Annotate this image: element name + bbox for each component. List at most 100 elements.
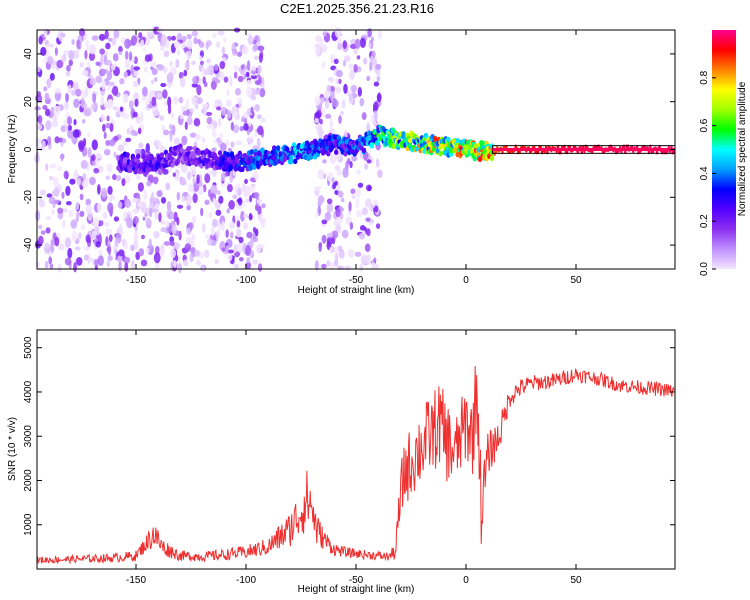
spectrogram-cell — [321, 219, 328, 225]
spectrogram-cell — [253, 88, 261, 95]
spectrogram-cell — [170, 162, 175, 168]
spectrogram-cell — [401, 131, 406, 137]
spectrogram-cell — [91, 139, 98, 151]
spectrogram-cell — [72, 82, 78, 90]
spectrogram-cell — [38, 235, 44, 246]
spectrogram-cell — [233, 124, 239, 134]
spectrogram-cell — [236, 228, 241, 238]
spectrogram-cell — [61, 138, 67, 144]
spectrogram-cell — [374, 140, 380, 146]
spectrogram-cell — [118, 45, 123, 53]
spectrogram-cell — [145, 35, 151, 47]
spectrogram-cell — [156, 140, 162, 148]
spectrogram-cell — [176, 216, 180, 226]
spectrogram-cell — [361, 147, 367, 154]
spectrogram-cell — [210, 226, 215, 237]
spectrogram-cell — [104, 29, 109, 40]
spectrogram-cell — [89, 77, 97, 86]
spectrogram-cell — [75, 201, 80, 211]
spectrogram-cell — [275, 145, 281, 151]
spectrogram-cell — [107, 84, 111, 92]
spectrogram-cell — [157, 64, 165, 71]
spectrogram-cell — [207, 170, 214, 176]
spectrogram-cell — [236, 51, 243, 57]
spectrogram-cell — [252, 164, 257, 170]
spectrogram-cell — [154, 111, 160, 116]
spectrogram-cell — [184, 121, 188, 131]
spectrogram-cell — [125, 152, 130, 158]
spectrogram-cell — [185, 98, 189, 109]
spectrogram-cell — [45, 215, 52, 221]
spectrogram-cell — [183, 69, 188, 77]
spectrogram-cell — [232, 194, 238, 199]
spectrogram-cell — [192, 176, 196, 185]
spectrogram-cell — [186, 33, 192, 40]
spectrogram-cell — [317, 168, 325, 180]
colorbar-tick-label: 0.4 — [699, 166, 710, 180]
spectrogram-cell — [225, 151, 231, 158]
spectrogram-cell — [105, 175, 111, 180]
spectrogram-cell — [184, 243, 192, 252]
spectrogram-cell — [212, 131, 217, 138]
spectrogram-cell — [369, 61, 373, 72]
spectrogram-cell — [54, 47, 58, 56]
spectrogram-cell — [217, 150, 223, 156]
spectrogram-cell — [138, 142, 144, 149]
spectrogram-cell — [355, 197, 360, 209]
spectrogram-cell — [318, 241, 322, 253]
spectrogram-cell — [103, 131, 107, 140]
spectrogram-cell — [61, 219, 66, 229]
spectrogram-cell — [214, 64, 219, 71]
spectrogram-cell — [407, 137, 413, 144]
colorbar: 0.0 0.2 0.4 0.6 0.8 Normalized spectral ampl… — [699, 30, 748, 276]
spectrogram-cell — [169, 241, 175, 247]
spectrogram-cell — [118, 261, 122, 272]
spectrogram-cell — [314, 112, 322, 118]
spectrogram-cell — [108, 37, 113, 42]
spectrogram-cell — [92, 161, 96, 166]
spectrogram-cell — [195, 104, 199, 110]
spectrogram-cell — [71, 89, 76, 96]
spectrogram-cell — [167, 152, 173, 159]
spectrogram-cell — [171, 124, 176, 136]
spectrogram-cell — [100, 113, 105, 123]
y-tick-label: 4000 — [23, 380, 34, 403]
spectrogram-cell — [57, 207, 64, 214]
spectrogram-cell — [249, 177, 256, 183]
spectrogram-cell — [359, 263, 364, 272]
snr-plot-area — [37, 330, 675, 569]
spectrogram-cell — [247, 35, 254, 45]
spectrogram-cell — [130, 129, 136, 136]
spectrogram-cell — [89, 44, 97, 55]
spectrogram-cell — [359, 225, 366, 231]
spectrogram-cell — [81, 70, 89, 77]
spectrogram-cell — [113, 135, 119, 142]
spectrogram-cell — [113, 216, 120, 222]
spectrogram-cell — [145, 142, 150, 154]
spectrogram-cell — [364, 243, 371, 253]
spectrogram-cell — [233, 111, 238, 117]
spectrogram-cell — [160, 197, 167, 204]
spectrogram-cell — [183, 259, 189, 267]
spectrogram-cell — [220, 142, 227, 152]
spectrogram-cell — [111, 37, 117, 46]
spectrogram-cell — [60, 153, 64, 162]
spectrogram-cell — [342, 60, 347, 67]
spectrogram-cell — [108, 234, 113, 242]
spectrogram-cell — [166, 72, 174, 84]
spectrogram-cell — [243, 123, 249, 131]
spectrogram-cell — [349, 69, 355, 80]
spectrogram-cell — [201, 66, 205, 77]
spectrogram-cell — [148, 207, 153, 218]
spectrogram-cell — [326, 232, 334, 238]
spectrogram-cell — [153, 176, 159, 185]
spectrogram-cell — [341, 229, 349, 239]
spectrogram-cell — [254, 55, 259, 60]
spectrogram-cell — [169, 212, 175, 220]
spectrogram-cell — [135, 42, 142, 47]
spectrogram-cell — [256, 199, 263, 204]
spectrogram-cell — [228, 199, 235, 210]
spectrogram-cell — [326, 236, 334, 246]
spectrogram-cell — [473, 143, 479, 149]
